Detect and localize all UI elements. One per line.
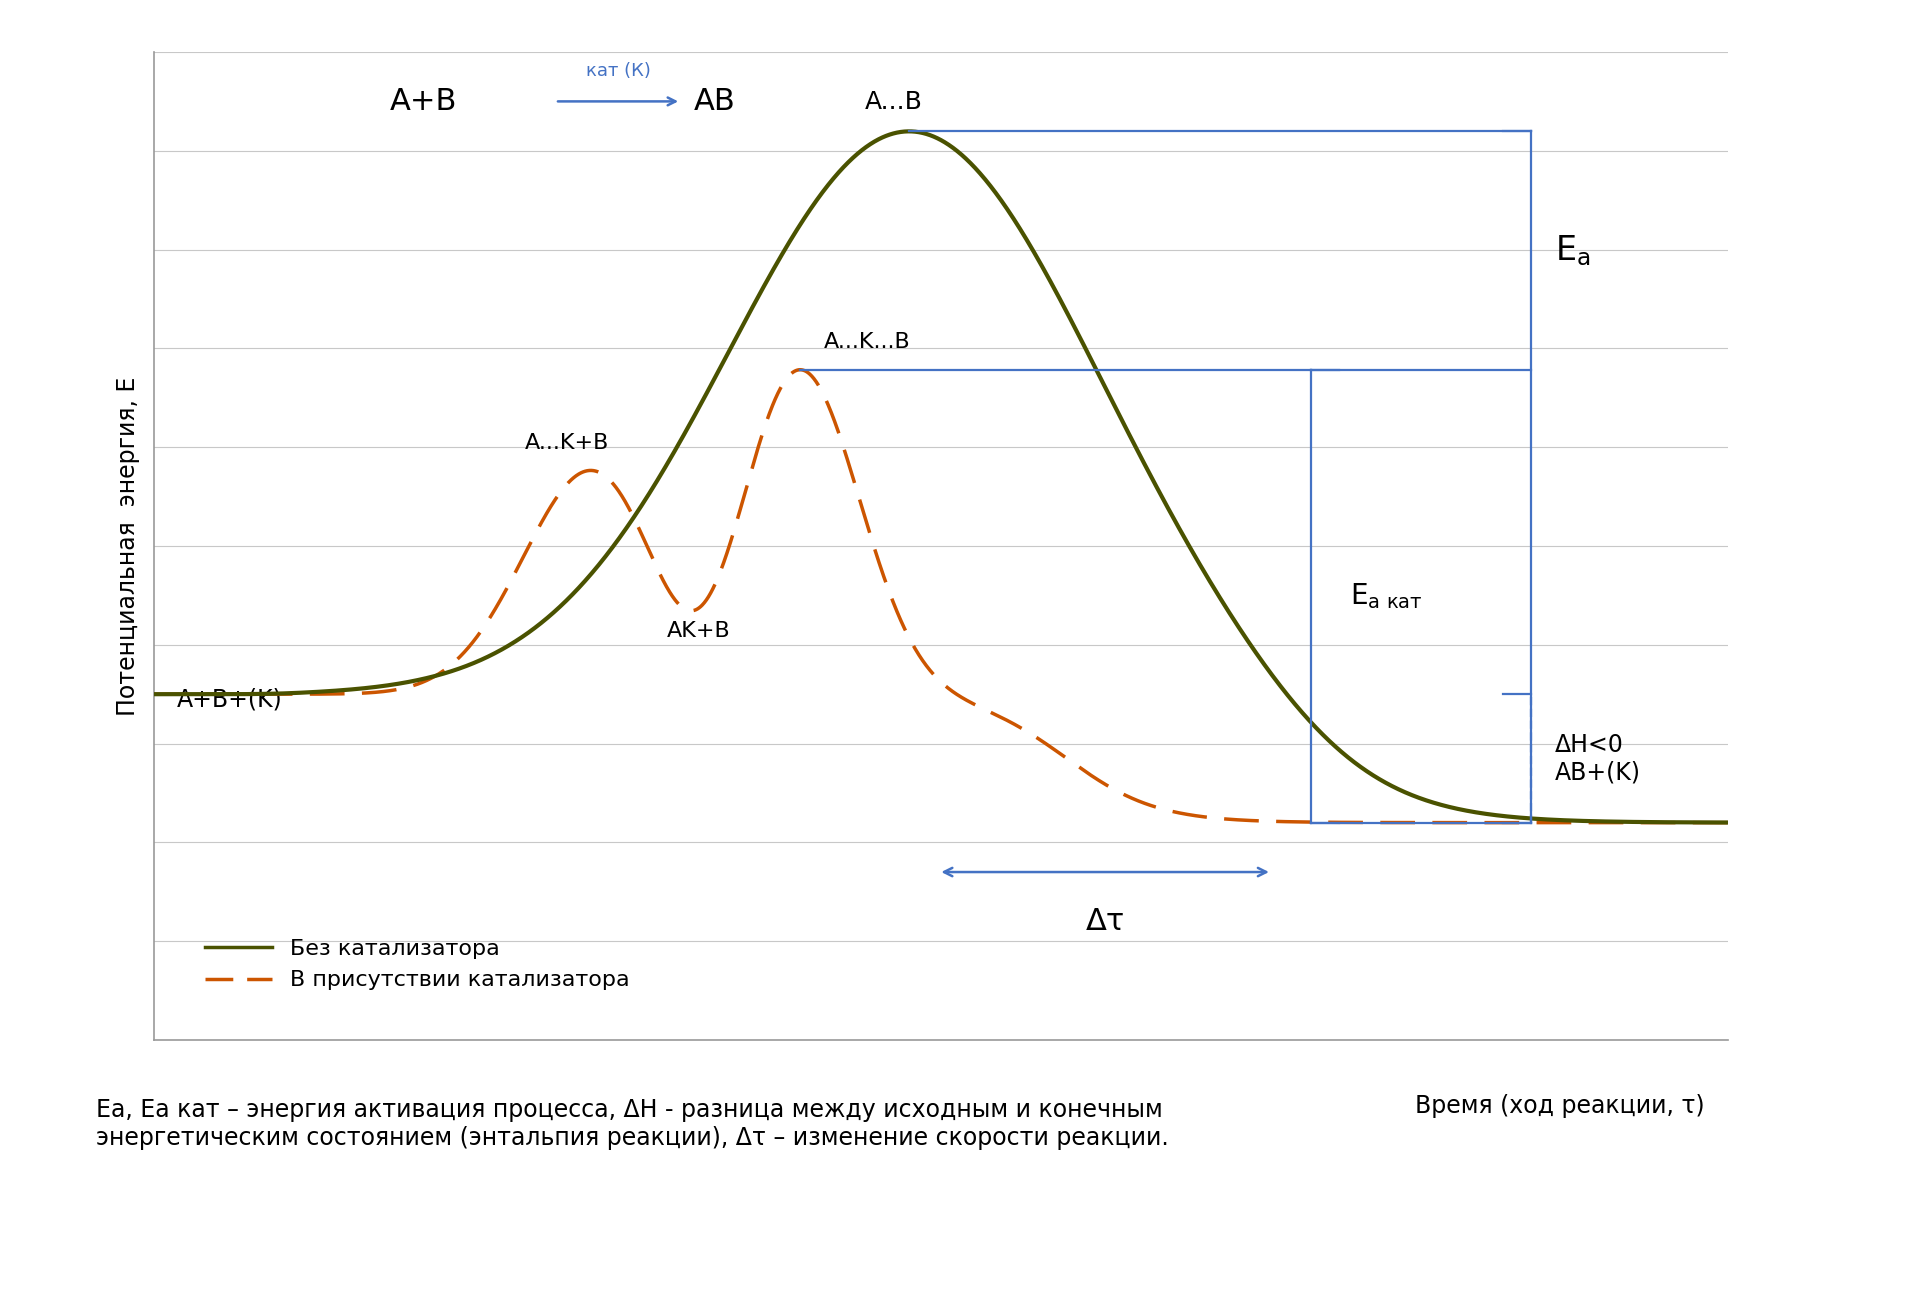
Legend: Без катализатора, В присутствии катализатора: Без катализатора, В присутствии катализа… [196, 931, 637, 1000]
Text: ΔH<0
AB+(K): ΔH<0 AB+(K) [1555, 732, 1642, 784]
Text: A+B: A+B [390, 87, 457, 116]
Text: A...K+B: A...K+B [524, 433, 609, 452]
Text: A...K...B: A...K...B [824, 332, 910, 352]
Text: A...B: A...B [864, 90, 922, 113]
Text: Время (ход реакции, τ): Время (ход реакции, τ) [1415, 1095, 1705, 1118]
Text: кат (К): кат (К) [586, 61, 651, 79]
Text: AB: AB [693, 87, 735, 116]
Y-axis label: Потенциальная  энергия, E: Потенциальная энергия, E [115, 376, 140, 716]
Text: Δτ: Δτ [1085, 906, 1125, 936]
Text: AK+B: AK+B [666, 620, 732, 641]
Text: Ea, Ea кат – энергия активация процесса, ΔH - разница между исходным и конечным
: Ea, Ea кат – энергия активация процесса,… [96, 1098, 1169, 1150]
Text: A+B+(K): A+B+(K) [177, 688, 282, 711]
Text: $\mathregular{E_a}$: $\mathregular{E_a}$ [1555, 233, 1590, 268]
Text: $\mathregular{E_{a\ кат}}$: $\mathregular{E_{a\ кат}}$ [1350, 581, 1423, 611]
